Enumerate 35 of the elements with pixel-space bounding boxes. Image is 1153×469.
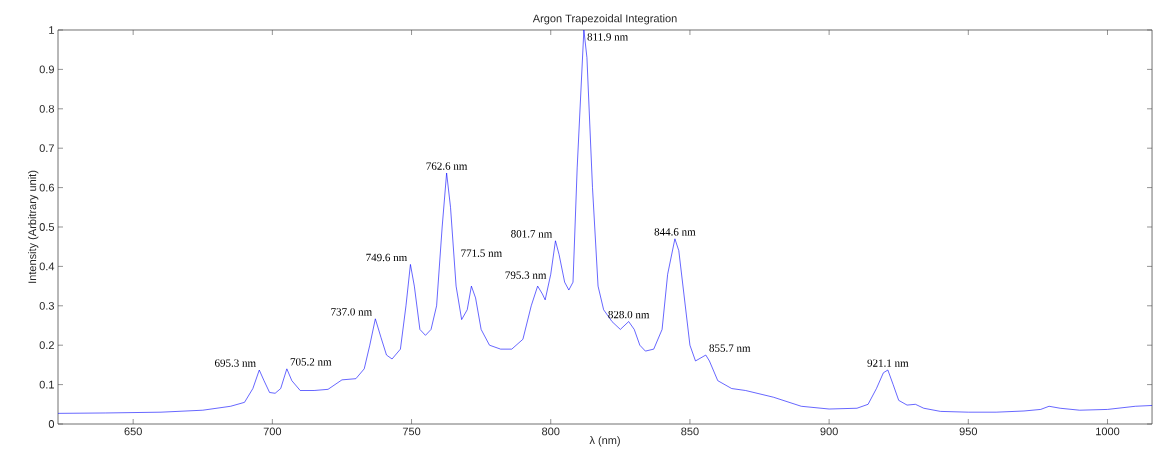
- annotation: 762.6 nm: [426, 162, 468, 170]
- x-tick-label: 850: [681, 427, 699, 436]
- y-tick-label: 0.7: [39, 144, 54, 153]
- chart-title: Argon Trapezoidal Integration: [532, 14, 677, 25]
- y-tick-label: 0.2: [39, 341, 54, 350]
- annotation: 795.3 nm: [505, 271, 547, 279]
- x-tick-label: 650: [124, 427, 142, 436]
- annotation: 771.5 nm: [461, 249, 502, 257]
- annotation: 737.0 nm: [331, 308, 372, 316]
- annotation: 749.6 nm: [366, 253, 408, 262]
- y-tick-label: 0.9: [39, 65, 54, 74]
- annotation: 828.0 nm: [608, 310, 650, 319]
- x-tick-label: 1000: [1096, 427, 1120, 436]
- x-tick-label: 800: [542, 427, 560, 436]
- y-tick-label: 0.1: [39, 380, 54, 389]
- annotation: 844.6 nm: [654, 228, 696, 236]
- x-axis-title: λ (nm): [589, 436, 620, 447]
- y-axis-title: Intensity (Arbitrary unit): [28, 170, 39, 283]
- annotation: 695.3 nm: [214, 359, 256, 367]
- annotation: 811.9 nm: [587, 33, 629, 41]
- y-tick-label: 0.5: [39, 223, 55, 231]
- y-tick-label: 1: [49, 26, 54, 34]
- y-tick-label: 0.6: [39, 183, 54, 192]
- y-tick-label: 0.3: [39, 301, 54, 310]
- y-tick-label: 0.8: [39, 104, 54, 113]
- x-tick-label: 700: [263, 427, 282, 436]
- x-tick-label: 750: [402, 427, 421, 436]
- annotation: 705.2 nm: [290, 358, 332, 366]
- y-tick-label: 0: [48, 420, 55, 428]
- x-tick-label: 900: [820, 427, 838, 436]
- annotation: 921.1 nm: [867, 359, 909, 367]
- annotation: 801.7 nm: [511, 230, 553, 238]
- annotation: 855.7 nm: [709, 344, 751, 352]
- x-tick-label: 950: [959, 427, 978, 436]
- y-tick-label: 0.4: [39, 262, 55, 271]
